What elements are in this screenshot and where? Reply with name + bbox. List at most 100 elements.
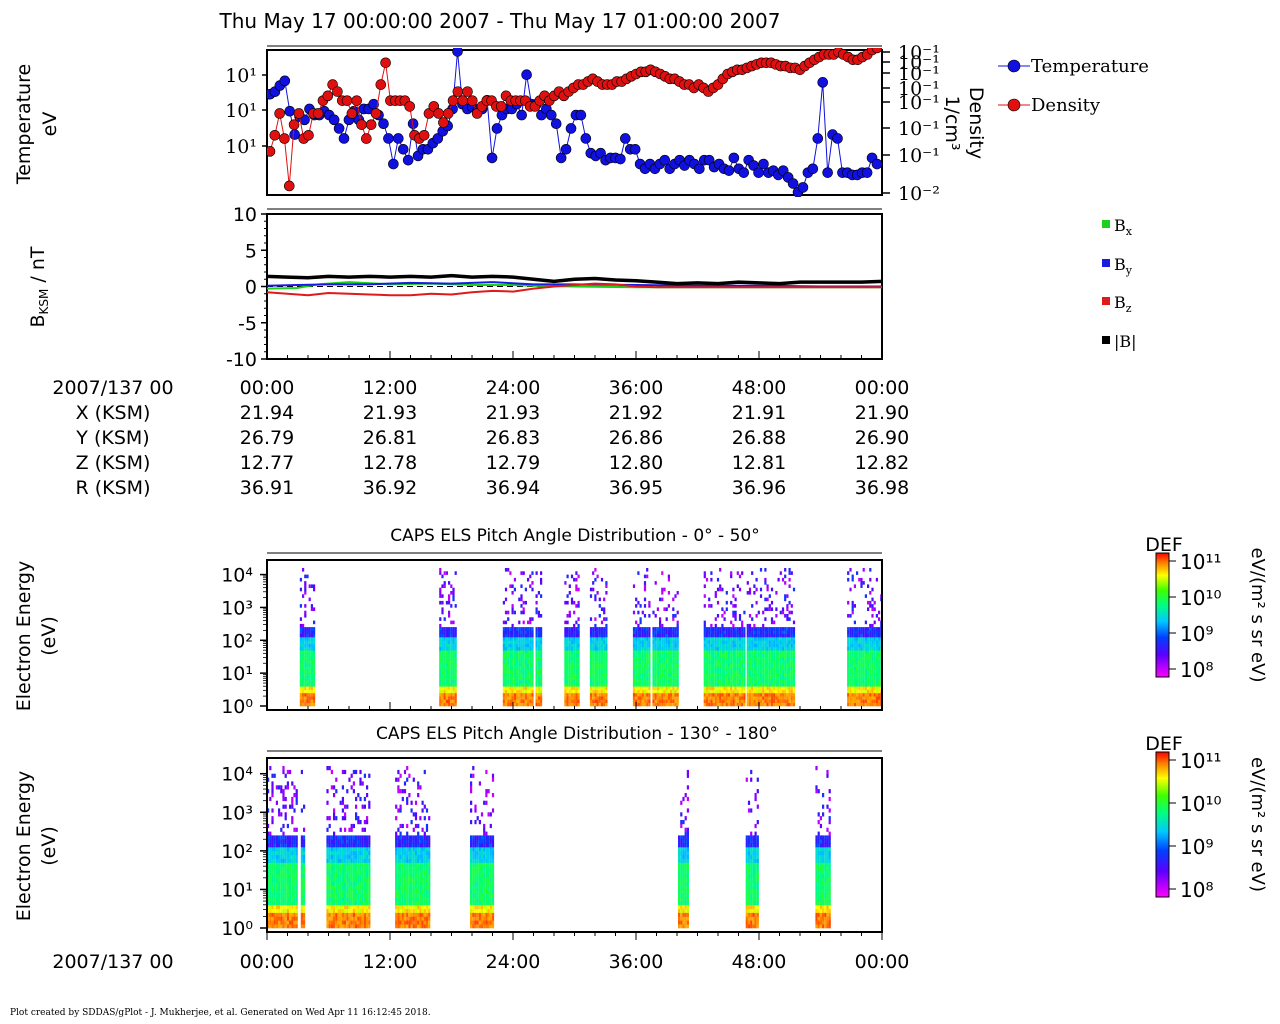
spec-cell: [738, 686, 742, 690]
spec-cell: [708, 630, 711, 634]
spec-cell: [781, 646, 785, 651]
spec-cell: [712, 689, 715, 694]
spec-cell: [513, 627, 516, 631]
spec-cell: [299, 689, 302, 694]
spec-cell: [603, 627, 606, 631]
spec-cell: [743, 656, 746, 661]
spec-cell: [770, 686, 774, 690]
spec-cell: [355, 850, 358, 856]
spec-cell: [350, 920, 353, 925]
spec-cell: [540, 660, 543, 664]
spec-cell: [748, 683, 752, 687]
spec-cell: [540, 666, 543, 671]
spec-cell: [267, 843, 270, 848]
ephemeris-row-label: X (KSM): [76, 402, 151, 424]
spec-cell: [734, 689, 737, 694]
spec-cell: [439, 587, 442, 592]
spec-cell: [330, 897, 333, 902]
spec-cell: [359, 893, 362, 898]
spec-cell: [540, 669, 543, 674]
spec-cell: [366, 877, 369, 883]
spec-cell: [352, 901, 355, 906]
spec-cell: [564, 581, 567, 585]
spec-cell: [399, 831, 402, 836]
spec-cell: [443, 633, 446, 638]
els1-colorbar-bar: [1155, 552, 1170, 678]
spec-cell: [308, 584, 311, 588]
spec-cell: [361, 862, 364, 867]
spec-cell: [600, 607, 604, 611]
spec-cell: [355, 769, 358, 775]
spec-cell: [784, 656, 787, 661]
spec-cell: [527, 696, 530, 700]
spec-cell: [575, 673, 578, 677]
spec-cell: [875, 630, 878, 634]
spec-cell: [361, 912, 364, 917]
spec-cell: [363, 773, 366, 778]
spec-cell: [397, 785, 400, 790]
spec-cell: [303, 843, 306, 848]
spec-cell: [540, 656, 543, 661]
spec-cell: [524, 686, 527, 690]
spec-cell: [527, 640, 530, 644]
spec-cell: [537, 643, 540, 648]
spec-cell: [293, 839, 296, 844]
spec-cell: [346, 862, 349, 867]
spec-cell: [344, 847, 347, 852]
spec-cell: [784, 594, 787, 598]
spec-cell: [779, 696, 782, 700]
spec-cell: [656, 646, 659, 651]
spec-cell: [540, 679, 543, 684]
spec-cell: [333, 816, 336, 821]
spec-cell: [788, 676, 791, 680]
spec-cell: [282, 908, 285, 913]
spec-cell: [271, 924, 274, 929]
spec-cell: [869, 600, 872, 605]
spec-cell: [716, 689, 720, 694]
spec-cell: [864, 627, 867, 631]
spec-cell: [366, 835, 369, 840]
spec-cell: [357, 924, 360, 929]
spec-cell: [605, 633, 608, 638]
spec-cell: [269, 854, 272, 859]
spec-cell: [348, 866, 351, 871]
ephemeris-cell: 12.82: [855, 452, 909, 474]
spec-cell: [786, 669, 789, 674]
spec-cell: [570, 574, 574, 579]
spec-cell: [509, 630, 512, 634]
spec-cell: [502, 630, 505, 634]
spec-cell: [395, 904, 398, 910]
spec-cell: [661, 627, 664, 631]
spec-cell: [667, 640, 670, 644]
spec-cell: [328, 912, 331, 917]
spec-cell: [527, 692, 530, 697]
spec-cell: [727, 660, 731, 664]
spec-cell: [786, 643, 789, 648]
spec-cell: [531, 689, 534, 694]
spec-cell: [271, 839, 274, 844]
spec-cell: [282, 839, 285, 844]
spec-cell: [502, 637, 505, 641]
spec-cell: [399, 924, 402, 929]
spec-cell: [643, 702, 647, 707]
spec-cell: [399, 870, 402, 875]
spec-cell: [564, 640, 567, 644]
spec-cell: [605, 640, 608, 644]
spec-cell: [751, 633, 754, 638]
spec-cell: [537, 702, 540, 707]
density-point: [452, 86, 464, 97]
spec-cell: [568, 614, 571, 618]
spec-cell: [643, 627, 647, 631]
spec-cell: [656, 627, 659, 631]
spec-cell: [665, 617, 668, 621]
spec-cell: [275, 897, 278, 902]
spec-cell: [302, 568, 305, 572]
spec-cell: [511, 610, 514, 615]
spec-cell: [792, 656, 796, 661]
spec-cell: [777, 673, 780, 677]
spec-cell: [875, 614, 878, 618]
spec-cell: [361, 850, 364, 856]
spec-cell: [777, 660, 780, 664]
spec-cell: [513, 673, 516, 677]
spec-cell: [352, 769, 355, 775]
